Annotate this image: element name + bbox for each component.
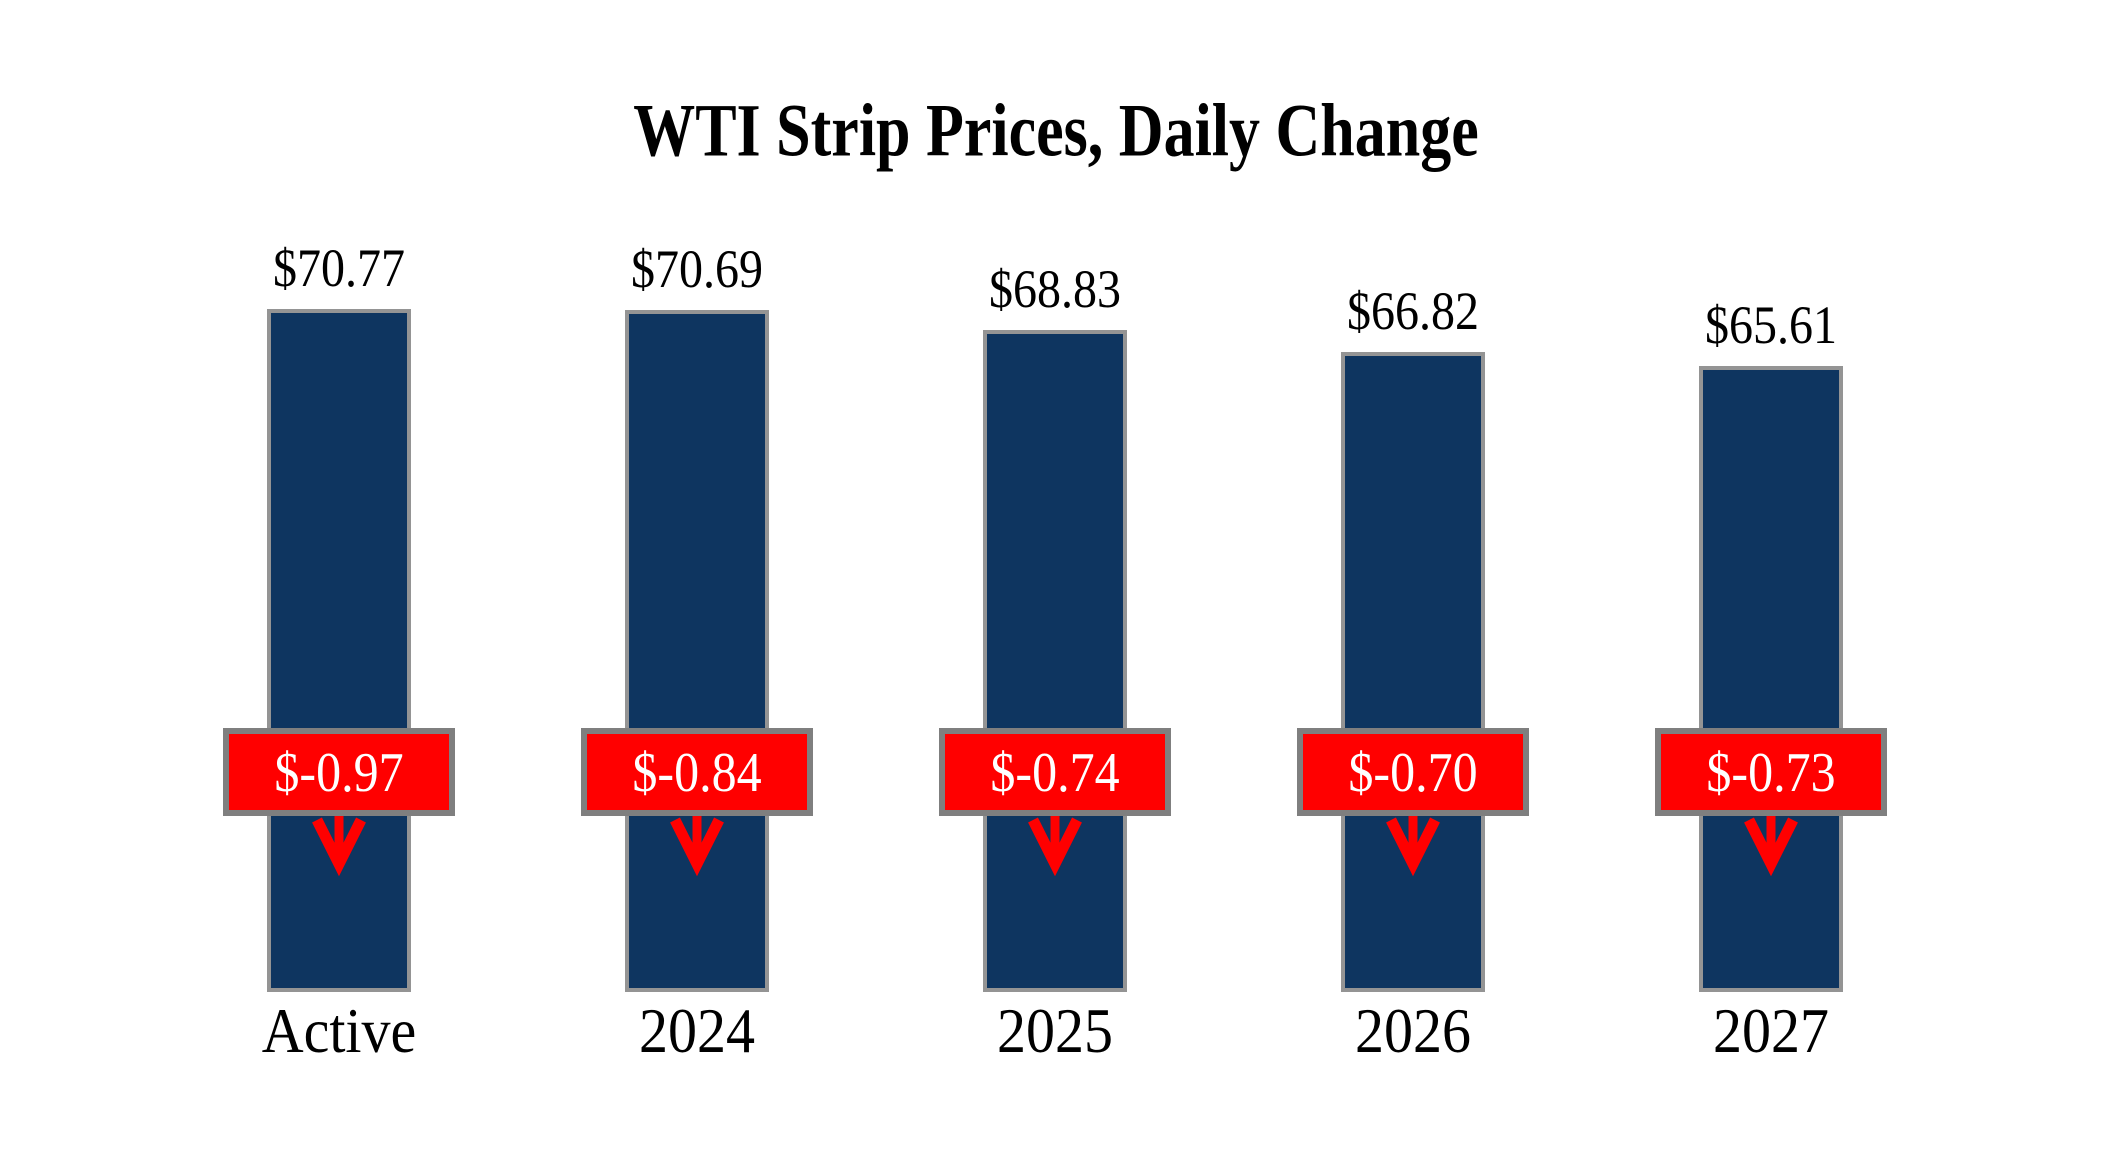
down-arrow-icon [1742,812,1800,878]
down-arrow-icon [1384,812,1442,878]
change-badge-label: $-0.70 [1348,740,1478,804]
price-label: $68.83 [989,259,1121,320]
bar [983,330,1127,992]
change-badge-label: $-0.97 [274,740,404,804]
price-label: $70.69 [631,239,763,300]
change-badge: $-0.97 [223,728,455,816]
category-label: 2025 [997,994,1113,1067]
change-badge-label: $-0.84 [632,740,762,804]
change-badge: $-0.74 [939,728,1171,816]
down-arrow-icon [310,812,368,878]
change-badge-label: $-0.74 [990,740,1120,804]
down-arrow-icon [1026,812,1084,878]
price-label: $70.77 [273,238,405,299]
down-arrow-icon [668,812,726,878]
bar [625,310,769,992]
category-label: Active [261,994,417,1067]
change-badge: $-0.73 [1655,728,1887,816]
category-label: 2026 [1355,994,1471,1067]
bar [267,309,411,992]
price-label: $65.61 [1705,295,1837,356]
price-label: $66.82 [1347,281,1479,342]
bar [1341,352,1485,992]
change-badge: $-0.84 [581,728,813,816]
bar [1699,366,1843,992]
change-badge: $-0.70 [1297,728,1529,816]
category-label: 2027 [1713,994,1829,1067]
change-badge-label: $-0.73 [1706,740,1836,804]
chart-title: WTI Strip Prices, Daily Change [633,89,1479,173]
category-label: 2024 [639,994,755,1067]
